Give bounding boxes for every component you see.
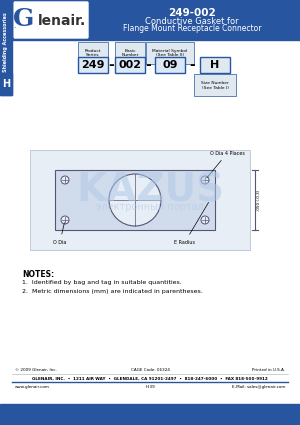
- Text: H-39: H-39: [145, 385, 155, 389]
- Text: © 2009 Glenair, Inc.: © 2009 Glenair, Inc.: [15, 368, 57, 372]
- Bar: [55, 170, 215, 230]
- Bar: [0, 0, 12, 95]
- Circle shape: [61, 176, 69, 184]
- Text: 002: 002: [118, 60, 142, 70]
- Text: H: H: [2, 79, 10, 89]
- Text: G: G: [13, 7, 35, 31]
- FancyBboxPatch shape: [200, 57, 230, 73]
- Text: -: -: [108, 58, 114, 72]
- Text: 09: 09: [162, 60, 178, 70]
- Text: O Dia 4 Places: O Dia 4 Places: [207, 150, 245, 178]
- FancyBboxPatch shape: [14, 2, 88, 38]
- Text: www.glenair.com: www.glenair.com: [15, 385, 50, 389]
- Text: EMI Shielding Accessories: EMI Shielding Accessories: [4, 12, 8, 84]
- Bar: [0, 73, 12, 95]
- Text: 249-002: 249-002: [168, 8, 216, 18]
- Text: -: -: [145, 58, 151, 72]
- Text: Product
Series: Product Series: [85, 49, 101, 57]
- FancyBboxPatch shape: [78, 57, 108, 73]
- Text: NOTES:: NOTES:: [22, 270, 54, 279]
- FancyBboxPatch shape: [115, 57, 145, 73]
- Text: E Radius: E Radius: [175, 202, 208, 244]
- Text: 249: 249: [81, 60, 105, 70]
- Bar: [30, 150, 250, 250]
- Text: E-Mail: sales@glenair.com: E-Mail: sales@glenair.com: [232, 385, 285, 389]
- Text: lenair.: lenair.: [38, 14, 86, 28]
- Text: H: H: [210, 60, 220, 70]
- Text: GLENAIR, INC.  •  1211 AIR WAY  •  GLENDALE, CA 91201-2497  •  818-247-6000  •  : GLENAIR, INC. • 1211 AIR WAY • GLENDALE,…: [32, 377, 268, 381]
- Text: .050 (.0.3): .050 (.0.3): [257, 189, 261, 211]
- Text: O Dia: O Dia: [53, 223, 67, 244]
- Circle shape: [201, 216, 209, 224]
- Text: Basic
Number: Basic Number: [121, 49, 139, 57]
- Circle shape: [61, 216, 69, 224]
- Text: -: -: [189, 58, 195, 72]
- Text: Conductive Gasket for: Conductive Gasket for: [145, 17, 239, 26]
- Bar: [0, 404, 300, 425]
- Text: CAGE Code: 06324: CAGE Code: 06324: [130, 368, 170, 372]
- FancyBboxPatch shape: [155, 57, 185, 73]
- Bar: [12, 0, 300, 40]
- Text: Size Number
(See Table I): Size Number (See Table I): [201, 81, 229, 90]
- Text: Printed in U.S.A.: Printed in U.S.A.: [252, 368, 285, 372]
- Text: KAZUS: KAZUS: [76, 171, 224, 209]
- Text: Material Symbol
(See Table II): Material Symbol (See Table II): [152, 49, 188, 57]
- Text: 1.  Identified by bag and tag in suitable quantities.: 1. Identified by bag and tag in suitable…: [22, 280, 182, 285]
- Text: .: .: [13, 20, 15, 29]
- Circle shape: [109, 174, 161, 226]
- Text: Flange Mount Receptacle Connector: Flange Mount Receptacle Connector: [123, 23, 261, 32]
- Text: электронный портал: электронный портал: [96, 202, 204, 212]
- Text: 2.  Metric dimensions (mm) are indicated in parentheses.: 2. Metric dimensions (mm) are indicated …: [22, 289, 203, 294]
- Circle shape: [201, 176, 209, 184]
